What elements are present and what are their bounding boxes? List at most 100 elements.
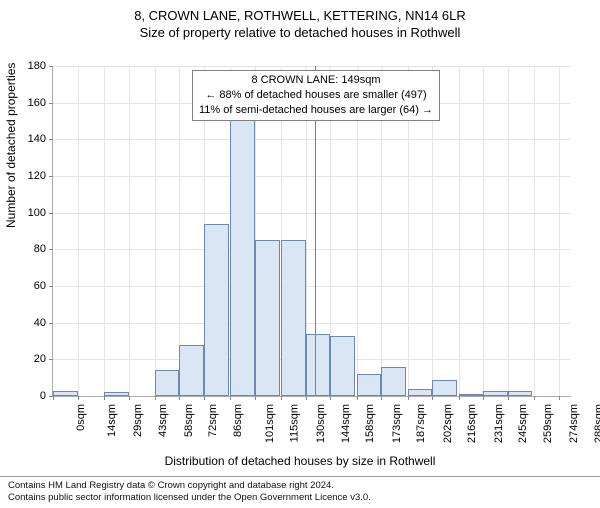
xtick-label: 173sqm: [391, 404, 403, 443]
ytick-label: 140: [16, 133, 46, 145]
xtick-label: 14sqm: [106, 404, 118, 437]
gridline-v: [78, 66, 79, 396]
chart-container: 8, CROWN LANE, ROTHWELL, KETTERING, NN14…: [0, 8, 600, 508]
xtick-mark: [559, 396, 560, 400]
histogram-bar: [179, 345, 204, 396]
xtick-mark: [330, 396, 331, 400]
title-sub: Size of property relative to detached ho…: [0, 25, 600, 40]
xtick-label: 29sqm: [132, 404, 144, 437]
xtick-mark: [104, 396, 105, 400]
ytick-mark: [49, 213, 53, 214]
xtick-mark: [357, 396, 358, 400]
xtick-mark: [306, 396, 307, 400]
title-main: 8, CROWN LANE, ROTHWELL, KETTERING, NN14…: [0, 8, 600, 23]
xtick-label: 115sqm: [288, 404, 300, 442]
gridline-v: [508, 66, 509, 396]
xtick-mark: [255, 396, 256, 400]
annotation-line-3: 11% of semi-detached houses are larger (…: [199, 103, 433, 118]
histogram-bar: [483, 391, 508, 397]
xtick-mark: [432, 396, 433, 400]
histogram-bar: [508, 391, 533, 397]
xtick-label: 43sqm: [157, 404, 169, 437]
histogram-bar: [381, 367, 406, 396]
gridline-v: [534, 66, 535, 396]
xtick-mark: [129, 396, 130, 400]
xtick-mark: [483, 396, 484, 400]
gridline-v: [483, 66, 484, 396]
footer-line-1: Contains HM Land Registry data © Crown c…: [8, 480, 592, 492]
xtick-label: 259sqm: [542, 404, 554, 443]
histogram-bar: [53, 391, 78, 397]
ytick-label: 0: [16, 390, 46, 402]
xtick-mark: [53, 396, 54, 400]
gridline-v: [459, 66, 460, 396]
gridline-h: [53, 176, 571, 177]
xtick-label: 245sqm: [517, 404, 529, 443]
ytick-label: 180: [16, 60, 46, 72]
xtick-label: 158sqm: [365, 404, 377, 443]
annotation-box: 8 CROWN LANE: 149sqm ← 88% of detached h…: [192, 70, 440, 121]
xtick-label: 72sqm: [207, 404, 219, 437]
histogram-bar: [459, 394, 484, 396]
xtick-label: 187sqm: [415, 404, 427, 443]
xtick-mark: [155, 396, 156, 400]
ytick-mark: [49, 103, 53, 104]
gridline-h: [53, 249, 571, 250]
histogram-bar: [155, 370, 180, 396]
xtick-mark: [179, 396, 180, 400]
xtick-label: 58sqm: [183, 404, 195, 437]
xtick-label: 288sqm: [593, 404, 600, 443]
xtick-mark: [381, 396, 382, 400]
gridline-h: [53, 66, 571, 67]
ytick-label: 160: [16, 97, 46, 109]
ytick-mark: [49, 66, 53, 67]
histogram-bar: [408, 389, 433, 396]
ytick-mark: [49, 323, 53, 324]
xtick-label: 202sqm: [442, 404, 454, 443]
gridline-h: [53, 139, 571, 140]
histogram-bar: [330, 336, 355, 397]
ytick-label: 80: [16, 243, 46, 255]
xtick-label: 101sqm: [264, 404, 276, 443]
histogram-bar: [255, 240, 280, 396]
histogram-bar: [230, 94, 255, 397]
xtick-mark: [78, 396, 79, 400]
footer-attribution: Contains HM Land Registry data © Crown c…: [0, 476, 600, 508]
histogram-bar: [204, 224, 229, 396]
xtick-mark: [230, 396, 231, 400]
xtick-mark: [408, 396, 409, 400]
footer-line-2: Contains public sector information licen…: [8, 492, 592, 504]
gridline-v: [129, 66, 130, 396]
xtick-label: 0sqm: [75, 404, 87, 431]
gridline-v: [155, 66, 156, 396]
ytick-label: 40: [16, 317, 46, 329]
gridline-v: [559, 66, 560, 396]
xtick-label: 130sqm: [315, 404, 327, 443]
xtick-label: 216sqm: [466, 404, 478, 443]
xtick-label: 144sqm: [340, 404, 352, 443]
gridline-h: [53, 286, 571, 287]
ytick-label: 20: [16, 353, 46, 365]
xtick-label: 231sqm: [493, 404, 505, 443]
x-axis-label: Distribution of detached houses by size …: [0, 454, 600, 468]
ytick-mark: [49, 176, 53, 177]
gridline-h: [53, 323, 571, 324]
histogram-bar: [357, 374, 382, 396]
xtick-mark: [508, 396, 509, 400]
xtick-mark: [459, 396, 460, 400]
ytick-mark: [49, 359, 53, 360]
ytick-label: 100: [16, 207, 46, 219]
gridline-v: [104, 66, 105, 396]
gridline-h: [53, 213, 571, 214]
histogram-bar: [104, 392, 129, 396]
ytick-mark: [49, 139, 53, 140]
histogram-bar: [306, 334, 331, 396]
xtick-label: 86sqm: [232, 404, 244, 437]
xtick-label: 274sqm: [568, 404, 580, 443]
histogram-bar: [432, 380, 457, 397]
histogram-bar: [281, 240, 306, 396]
ytick-mark: [49, 249, 53, 250]
ytick-mark: [49, 286, 53, 287]
xtick-mark: [204, 396, 205, 400]
annotation-line-2: ← 88% of detached houses are smaller (49…: [199, 88, 433, 103]
